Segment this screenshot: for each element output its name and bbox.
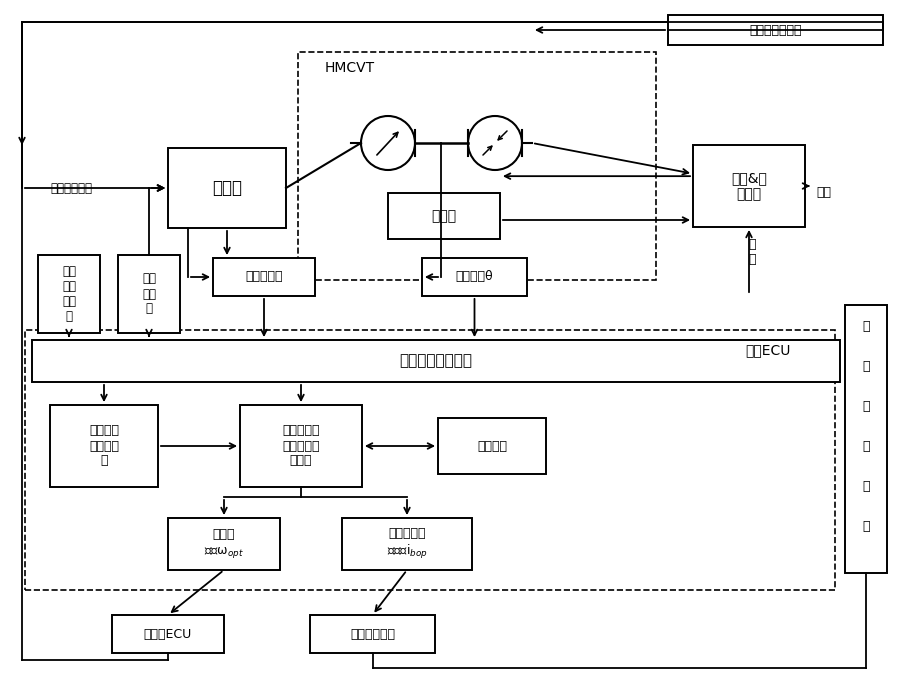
Bar	[422, 258, 527, 296]
Text: 号: 号	[863, 521, 870, 534]
Bar	[168, 148, 286, 228]
Bar	[240, 405, 362, 487]
Bar	[438, 418, 546, 474]
Text: 发动机
转速ω$_{opt}$: 发动机 转速ω$_{opt}$	[204, 528, 244, 560]
Bar	[845, 305, 887, 573]
Bar	[38, 255, 100, 333]
Text: 发动机: 发动机	[212, 179, 242, 197]
Text: 发动机、变
速器协同控
制单元: 发动机、变 速器协同控 制单元	[282, 425, 320, 467]
Text: 信: 信	[863, 480, 870, 493]
Bar	[693, 145, 805, 227]
Text: 负
载: 负 载	[748, 238, 756, 266]
Text: 油门踏板信号: 油门踏板信号	[50, 182, 92, 195]
Bar	[388, 193, 500, 239]
Bar	[32, 340, 840, 382]
Text: 盘: 盘	[863, 361, 870, 373]
Text: 斜: 斜	[863, 320, 870, 333]
Text: 变速器最佳
变速比i$_{bop}$: 变速器最佳 变速比i$_{bop}$	[386, 528, 427, 560]
Text: 发动机负
荷判定单
元: 发动机负 荷判定单 元	[89, 425, 119, 467]
Text: 车速: 车速	[816, 187, 831, 200]
Bar	[213, 258, 315, 296]
Bar	[25, 330, 835, 590]
Bar	[310, 615, 435, 653]
Text: 输入信号处理单元: 输入信号处理单元	[399, 353, 473, 368]
Bar	[298, 52, 656, 280]
Text: 变速ECU: 变速ECU	[745, 343, 790, 357]
Text: HMCVT: HMCVT	[325, 61, 375, 75]
Text: 液压控制单元: 液压控制单元	[350, 628, 395, 641]
Text: 控: 控	[863, 401, 870, 414]
Bar	[118, 255, 180, 333]
Text: 车速
传感
器: 车速 传感 器	[142, 272, 156, 316]
Text: 行星排: 行星排	[432, 209, 456, 223]
Text: 斜盘倾角θ: 斜盘倾角θ	[455, 270, 493, 283]
Text: 牵引
阻力
传感
器: 牵引 阻力 传感 器	[62, 265, 76, 323]
Text: 发动机控制信号: 发动机控制信号	[749, 23, 802, 36]
Text: 发动机ECU: 发动机ECU	[144, 628, 192, 641]
Bar	[112, 615, 224, 653]
Text: 制: 制	[863, 440, 870, 453]
Bar	[50, 405, 158, 487]
Bar	[668, 15, 883, 45]
Text: 发动机转速: 发动机转速	[245, 270, 283, 283]
Bar	[342, 518, 472, 570]
Text: 存储单元: 存储单元	[477, 440, 507, 453]
Text: 传动&行
走机构: 传动&行 走机构	[731, 171, 767, 201]
Bar	[168, 518, 280, 570]
